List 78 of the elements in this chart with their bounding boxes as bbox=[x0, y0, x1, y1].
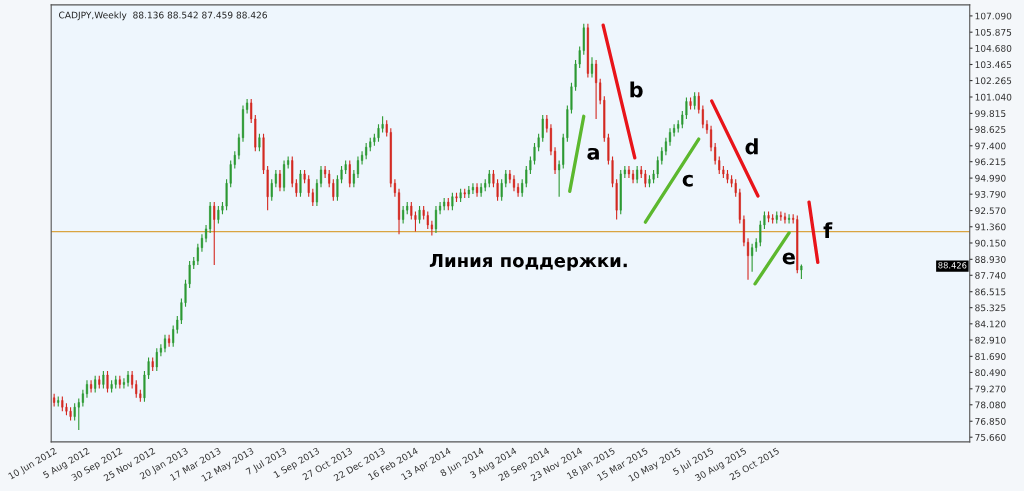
candlestick bbox=[106, 370, 109, 393]
y-tick-label: 81.690 bbox=[975, 353, 1006, 360]
candlestick bbox=[549, 123, 552, 156]
y-tick-label: 90.150 bbox=[975, 239, 1006, 247]
candlestick bbox=[283, 159, 286, 192]
y-tick-label: 78.080 bbox=[975, 401, 1006, 409]
candlestick bbox=[783, 212, 787, 225]
y-tick-label: 87.740 bbox=[975, 272, 1006, 279]
candlestick bbox=[746, 237, 750, 281]
y-tick-label: 92.570 bbox=[975, 207, 1006, 215]
series-label: e bbox=[782, 252, 795, 265]
y-tick-label: 97.400 bbox=[975, 142, 1006, 150]
candlestick bbox=[77, 397, 80, 431]
candlestick bbox=[196, 243, 199, 266]
y-tick-label: 101.040 bbox=[975, 93, 1012, 101]
candlestick bbox=[471, 182, 474, 195]
y-tick-label: 88.930 bbox=[975, 256, 1006, 263]
candlestick bbox=[554, 146, 557, 175]
y-tick-label: 84.120 bbox=[975, 320, 1006, 328]
candlestick bbox=[377, 123, 380, 143]
y-tick-label: 91.360 bbox=[975, 223, 1006, 231]
candlestick bbox=[90, 379, 93, 393]
y-tick-label: 79.270 bbox=[975, 385, 1006, 393]
y-tick-label: 103.465 bbox=[975, 61, 1012, 69]
candlestick bbox=[168, 334, 171, 348]
candlestick bbox=[53, 393, 56, 408]
series-label: d bbox=[745, 138, 758, 155]
candlestick bbox=[213, 201, 216, 266]
ref-line-label: Линия поддержки. bbox=[429, 253, 627, 271]
candlestick bbox=[209, 201, 212, 234]
candlestick bbox=[299, 169, 302, 198]
candlestick bbox=[788, 213, 791, 225]
candlestick bbox=[656, 155, 659, 179]
y-tick-label: 85.325 bbox=[975, 304, 1006, 312]
series-label: c bbox=[682, 174, 693, 187]
candlestick bbox=[595, 59, 598, 120]
candlestick bbox=[590, 56, 594, 78]
y-tick-label: 80.490 bbox=[975, 369, 1006, 377]
y-tick-label: 104.680 bbox=[975, 44, 1012, 52]
candlestick bbox=[319, 165, 323, 188]
candlestick bbox=[356, 155, 360, 179]
candlestick bbox=[705, 119, 708, 135]
y-tick-label: 107.090 bbox=[975, 12, 1012, 20]
candlestick bbox=[155, 347, 158, 372]
candlestick bbox=[673, 123, 676, 137]
y-tick-label: 102.265 bbox=[975, 77, 1012, 85]
y-tick-label: 82.910 bbox=[975, 336, 1006, 344]
candlestick bbox=[480, 182, 483, 198]
candlestick bbox=[726, 169, 729, 184]
candlestick bbox=[627, 165, 630, 179]
series-label: b bbox=[630, 81, 643, 98]
candlestick bbox=[517, 182, 520, 198]
y-tick-label: 76.850 bbox=[975, 417, 1006, 425]
y-tick-label: 105.875 bbox=[975, 28, 1012, 36]
text: CADJPY,Weekly 88.136 88.542 87.459 88.426 bbox=[59, 11, 267, 21]
candlestick bbox=[455, 192, 458, 203]
candlestick bbox=[278, 169, 281, 192]
candlestick bbox=[434, 205, 438, 234]
candlestick bbox=[361, 150, 364, 166]
y-tick-label: 98.625 bbox=[975, 126, 1006, 133]
candlestick bbox=[315, 178, 318, 207]
candlestick bbox=[475, 182, 479, 198]
y-tick-label: 86.515 bbox=[975, 288, 1006, 296]
y-tick-label: 75.660 bbox=[975, 433, 1006, 441]
candlestick bbox=[710, 125, 713, 152]
candlestick bbox=[122, 377, 125, 389]
y-tick-label: 96.215 bbox=[975, 158, 1006, 166]
candlestick bbox=[439, 201, 442, 215]
candlestick bbox=[689, 96, 692, 111]
y-tick-label: 93.790 bbox=[975, 190, 1006, 198]
y-tick-label: 94.990 bbox=[975, 174, 1006, 182]
y-tick-label: 99.815 bbox=[975, 110, 1006, 117]
candlestick bbox=[779, 210, 782, 222]
candlestick bbox=[751, 243, 754, 273]
candlestick bbox=[348, 159, 351, 188]
series-label: a bbox=[587, 147, 599, 160]
candlestick bbox=[648, 174, 651, 188]
annotation: 88.426 bbox=[938, 262, 967, 269]
